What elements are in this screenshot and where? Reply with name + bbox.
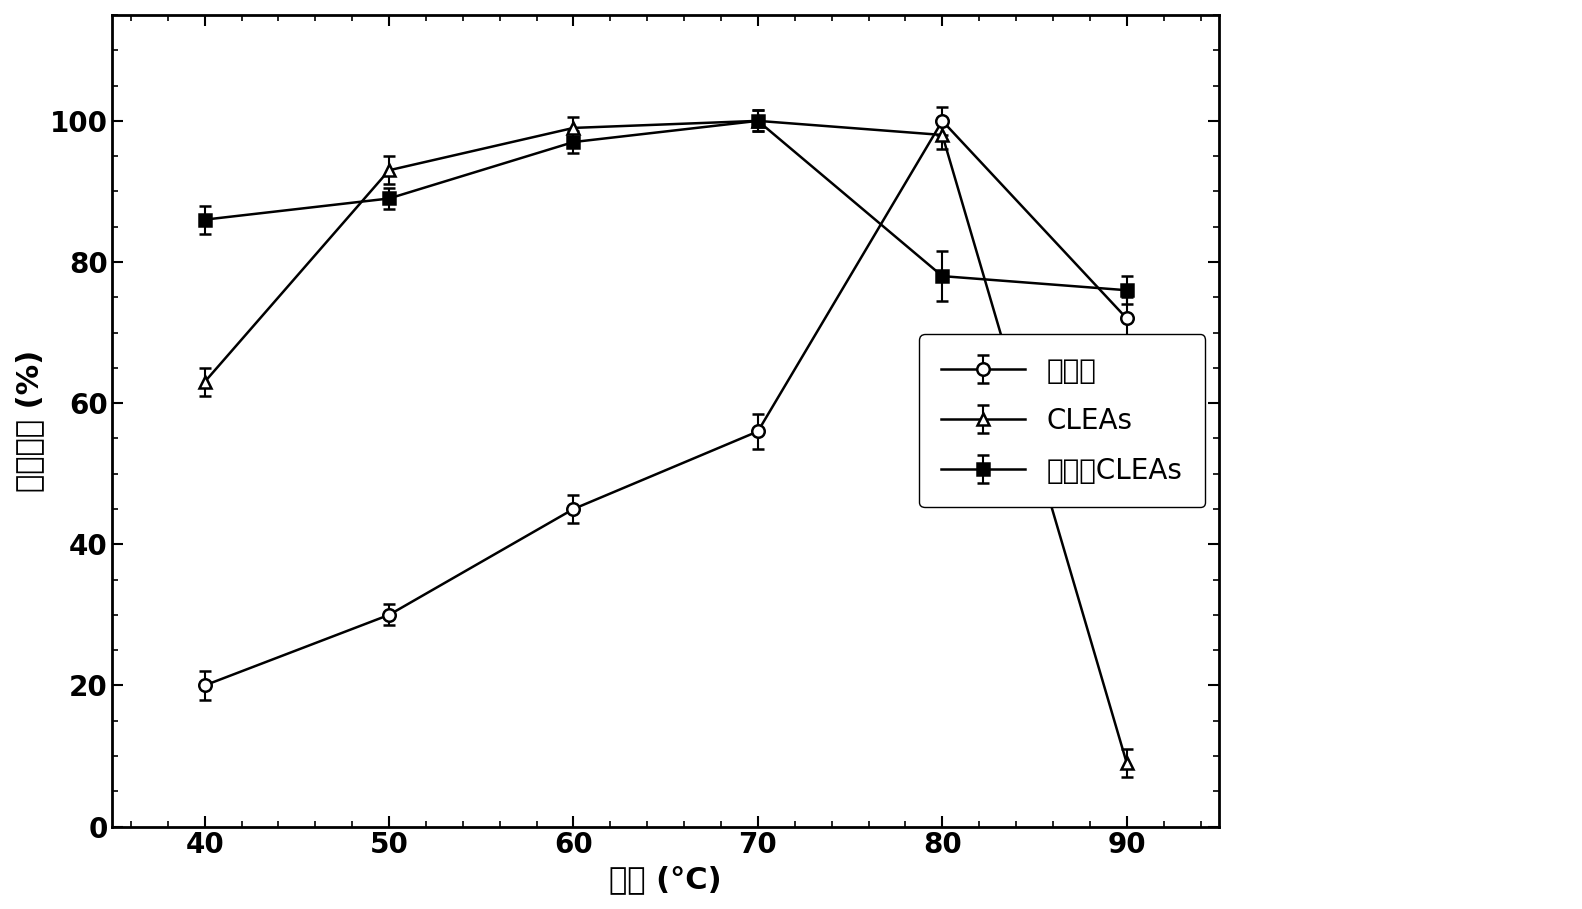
Legend: 游离酶, CLEAs, 固载化CLEAs: 游离酶, CLEAs, 固载化CLEAs [919,335,1205,507]
Y-axis label: 相对酶活 (%): 相对酶活 (%) [14,350,44,492]
X-axis label: 温度 (°C): 温度 (°C) [609,865,721,894]
